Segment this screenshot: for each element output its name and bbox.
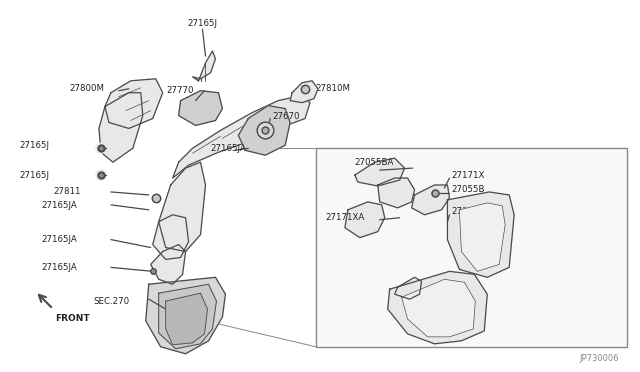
- Text: 27833: 27833: [420, 293, 447, 302]
- Text: 27165JA: 27165JA: [41, 201, 77, 210]
- Text: 27165JA: 27165JA: [41, 263, 77, 272]
- Text: FRONT: FRONT: [55, 314, 90, 324]
- Text: JP730006: JP730006: [579, 354, 619, 363]
- Text: 27810M: 27810M: [315, 84, 350, 93]
- Polygon shape: [355, 158, 404, 186]
- Polygon shape: [159, 162, 205, 251]
- Text: 27770: 27770: [166, 86, 194, 95]
- Polygon shape: [166, 293, 207, 345]
- Polygon shape: [105, 79, 163, 128]
- Polygon shape: [395, 277, 422, 299]
- Polygon shape: [238, 106, 290, 155]
- Text: 27165J: 27165J: [19, 171, 49, 180]
- Text: SEC.270: SEC.270: [93, 296, 129, 306]
- Circle shape: [96, 143, 106, 153]
- Bar: [316, 148, 627, 347]
- Polygon shape: [290, 81, 318, 103]
- Polygon shape: [151, 244, 186, 284]
- Text: 27670: 27670: [272, 112, 300, 121]
- Polygon shape: [447, 192, 514, 277]
- Polygon shape: [193, 51, 216, 81]
- Polygon shape: [159, 284, 216, 349]
- Text: 27811: 27811: [53, 187, 81, 196]
- Text: 27055BA: 27055BA: [355, 158, 394, 167]
- Text: 27832: 27832: [451, 207, 479, 216]
- Polygon shape: [402, 279, 476, 337]
- Polygon shape: [345, 202, 385, 238]
- Text: 27165J: 27165J: [19, 141, 49, 150]
- Polygon shape: [179, 91, 223, 125]
- Text: 27055B: 27055B: [451, 186, 485, 195]
- Polygon shape: [378, 178, 415, 208]
- Polygon shape: [146, 277, 225, 354]
- Polygon shape: [460, 203, 505, 271]
- Polygon shape: [99, 93, 143, 162]
- Polygon shape: [388, 271, 487, 344]
- Polygon shape: [173, 96, 310, 178]
- Text: 27171XA: 27171XA: [325, 213, 364, 222]
- Text: 27171X: 27171X: [451, 171, 485, 180]
- Text: 27165JA: 27165JA: [211, 144, 246, 153]
- Text: 27165JA: 27165JA: [41, 235, 77, 244]
- Polygon shape: [412, 185, 449, 215]
- Circle shape: [96, 170, 106, 180]
- Text: 27165J: 27165J: [188, 19, 218, 28]
- Polygon shape: [153, 215, 189, 259]
- Text: 27800M: 27800M: [69, 84, 104, 93]
